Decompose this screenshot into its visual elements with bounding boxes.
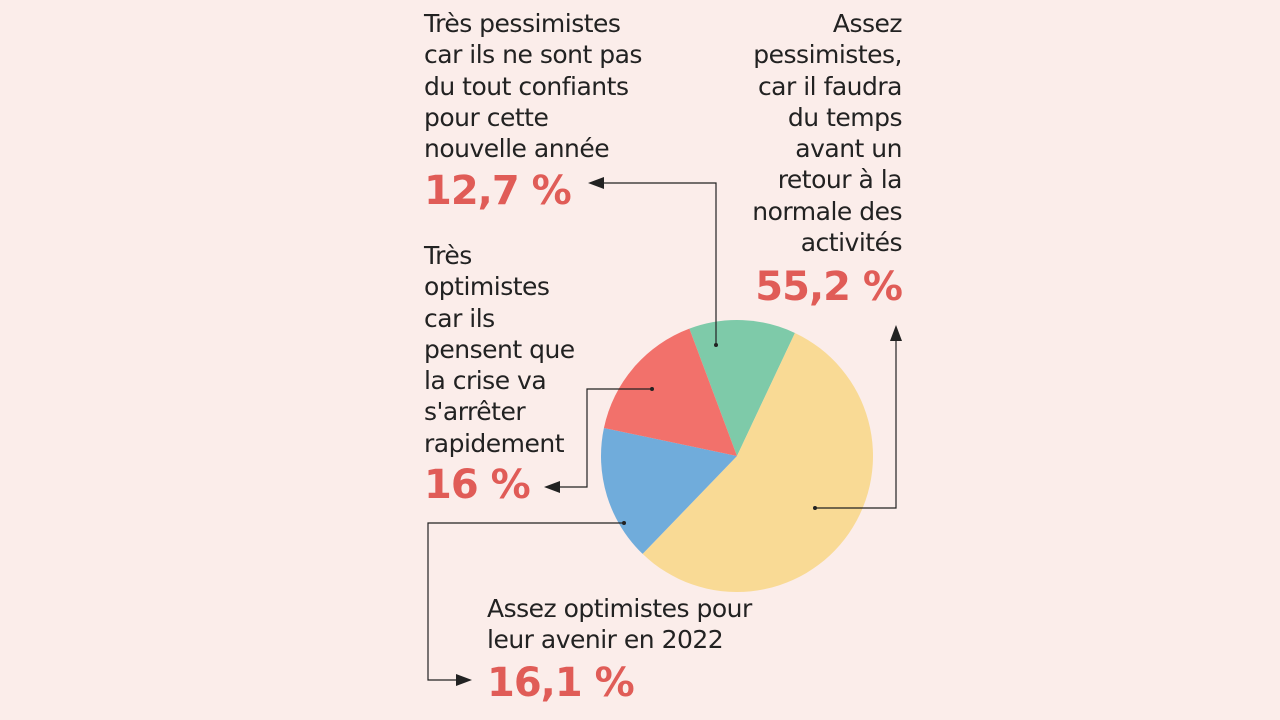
label-tres-optimistes: Très optimistes car ils pensent que la c… [424,240,575,459]
pie-slice-tres_pessimistes [689,320,795,456]
label-line: optimistes [424,272,550,302]
label-line: nouvelle année [424,134,610,164]
label-line: Très pessimistes [424,9,621,38]
label-line: activités [800,228,903,258]
label-line: leur avenir en 2022 [487,625,724,655]
label-line: du temps [787,102,903,132]
leader-assez-pessimistes [815,338,897,509]
label-assez-optimistes: Assez optimistes pour leur avenir en 202… [487,593,752,656]
pie-slice-assez_pessimistes [642,332,874,593]
label-line: normale des [752,196,902,226]
label-line: Assez [832,9,903,38]
leader-assez-optimistes-arrowhead [456,674,472,686]
label-line: car il faudra [757,71,903,101]
value-tres-pessimistes: 12,7 % [424,168,572,214]
value-tres-optimistes: 16 % [424,462,531,508]
pie-slice-assez_optimistes [601,427,737,554]
label-line: Très [424,241,472,270]
label-line: retour à la [777,165,903,195]
label-assez-pessimistes: Assez pessimistes, car il faudra du temp… [752,8,902,258]
value-assez-optimistes: 16,1 % [487,660,635,706]
label-tres-pessimistes: Très pessimistes car ils ne sont pas du … [424,8,642,164]
label-line: s'arrêter [424,397,526,427]
leader-assez-optimistes-dot [622,521,626,525]
label-line: pessimistes, [753,40,902,70]
value-assez-pessimistes: 55,2 % [755,264,903,310]
leader-tres-optimistes-arrowhead [544,481,560,493]
label-line: rapidement [424,428,565,458]
leader-tres-pessimistes-arrowhead [588,177,604,189]
label-line: du tout confiants [424,71,629,101]
label-line: la crise va [424,366,547,396]
label-line: car ils [424,303,495,333]
leader-tres-optimistes [556,388,652,488]
leader-tres-pessimistes [600,182,717,345]
label-line: Assez optimistes pour [487,594,752,623]
label-line: pensent que [424,334,575,364]
label-line: car ils ne sont pas [424,40,642,70]
leader-tres-pessimistes-dot [714,343,718,347]
leader-tres-optimistes-dot [650,387,654,391]
leader-assez-optimistes [427,522,624,681]
pie-slice-tres_optimistes [603,328,737,456]
leader-assez-pessimistes-arrowhead [890,325,902,341]
leader-assez-pessimistes-dot [813,506,817,510]
label-line: avant un [795,134,902,164]
label-line: pour cette [424,102,549,132]
